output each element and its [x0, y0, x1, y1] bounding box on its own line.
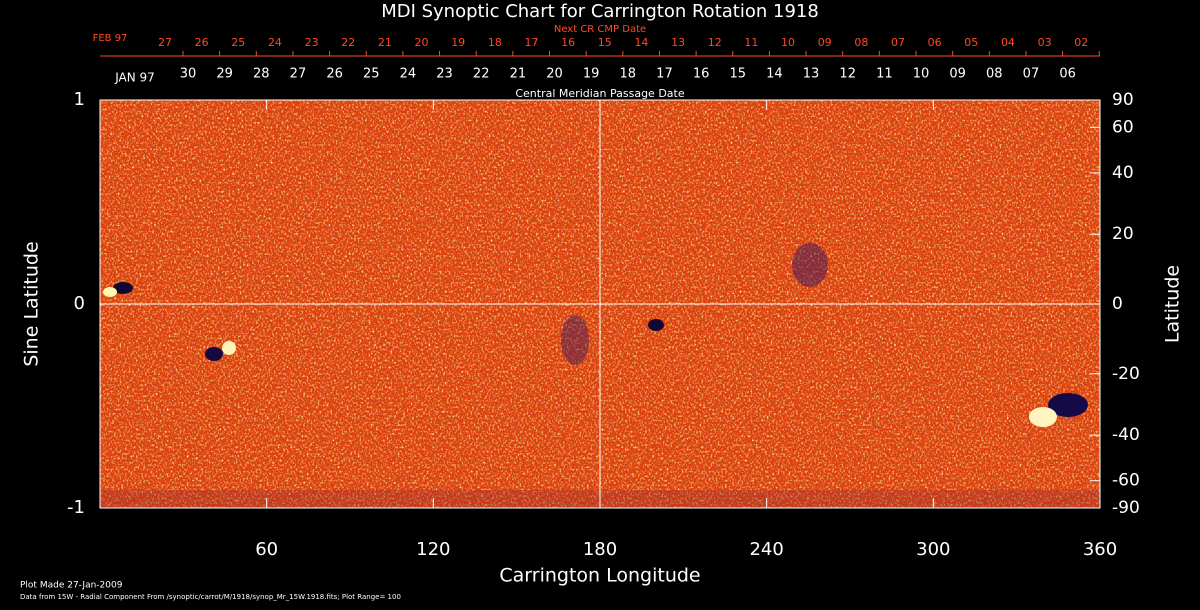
- cmp-date: 12: [839, 67, 856, 82]
- x-axis-label: Carrington Longitude: [499, 565, 700, 587]
- x-tick-label: 360: [1083, 539, 1117, 560]
- next-cr-date: 14: [634, 36, 648, 49]
- cmp-date: 29: [216, 67, 233, 82]
- y-tick-label: -1: [67, 497, 85, 518]
- cmp-date: 25: [363, 67, 380, 82]
- next-cr-date: 11: [744, 36, 758, 49]
- y-axis-label: Sine Latitude: [21, 241, 43, 366]
- cmp-date: 09: [949, 67, 966, 82]
- spot: [222, 341, 236, 355]
- cmp-date: 08: [986, 67, 1003, 82]
- cmp-date: 21: [510, 67, 527, 82]
- cmp-date: 06: [1059, 67, 1076, 82]
- next-cr-date: 02: [1074, 36, 1088, 49]
- next-cr-date: 04: [1001, 36, 1015, 49]
- next-cr-date: 19: [451, 36, 465, 49]
- cmp-date: 19: [583, 67, 600, 82]
- spot: [792, 243, 828, 287]
- next-cr-date: 07: [891, 36, 905, 49]
- cmp-month: JAN 97: [114, 71, 155, 85]
- y2-axis-label: Latitude: [1162, 265, 1184, 343]
- cmp-date: 23: [436, 67, 453, 82]
- next-cr-date: 22: [341, 36, 355, 49]
- y2-tick-label: -40: [1112, 425, 1140, 445]
- next-cr-date: 26: [195, 36, 209, 49]
- cmp-date: 28: [253, 67, 270, 82]
- next-cr-date: 20: [415, 36, 429, 49]
- next-cr-date: 10: [781, 36, 795, 49]
- cmp-date: 30: [180, 67, 197, 82]
- spot: [561, 315, 589, 365]
- data-source: Data from 15W - Radial Component From /s…: [20, 593, 401, 601]
- next-cr-date: 18: [488, 36, 502, 49]
- spot: [113, 282, 133, 294]
- cmp-date: 20: [546, 67, 563, 82]
- next-cr-date: 13: [671, 36, 685, 49]
- next-cr-date: 09: [818, 36, 832, 49]
- next-cr-date: 06: [928, 36, 942, 49]
- x-tick-label: 60: [255, 539, 278, 560]
- y2-tick-label: 20: [1112, 224, 1134, 244]
- spot: [205, 347, 223, 361]
- cmp-date: 17: [656, 67, 673, 82]
- y2-tick-label: 90: [1112, 90, 1134, 110]
- y2-tick-label: -60: [1112, 471, 1140, 491]
- next-cr-date: 08: [854, 36, 868, 49]
- y2-tick-label: 0: [1112, 294, 1123, 314]
- y-tick-label: 1: [74, 89, 85, 110]
- spot: [1029, 407, 1057, 427]
- next-cr-date: 16: [561, 36, 575, 49]
- y2-tick-label: -20: [1112, 364, 1140, 384]
- cmp-date: 07: [1023, 67, 1040, 82]
- cmp-date: 27: [290, 67, 307, 82]
- next-cr-date: 05: [964, 36, 978, 49]
- next-cr-date: 24: [268, 36, 282, 49]
- x-tick-label: 180: [583, 539, 617, 560]
- next-cr-date: 25: [231, 36, 245, 49]
- next-cr-date: 27: [158, 36, 172, 49]
- cmp-date: 14: [766, 67, 783, 82]
- chart-title: MDI Synoptic Chart for Carrington Rotati…: [381, 1, 819, 22]
- x-tick-label: 120: [416, 539, 450, 560]
- cmp-date: 24: [400, 67, 417, 82]
- plot-made: Plot Made 27-Jan-2009: [20, 581, 123, 591]
- next-cr-date: 21: [378, 36, 392, 49]
- y2-tick-label: -90: [1112, 498, 1140, 518]
- cmp-date: 13: [803, 67, 820, 82]
- spot: [648, 319, 664, 331]
- x-tick-label: 240: [749, 539, 783, 560]
- next-cr-date: 17: [525, 36, 539, 49]
- y2-tick-label: 40: [1112, 163, 1134, 183]
- cmp-date: 18: [620, 67, 637, 82]
- cmp-date: 26: [326, 67, 343, 82]
- x-tick-label: 300: [916, 539, 950, 560]
- active-regions: [103, 243, 1088, 427]
- y-tick-label: 0: [74, 293, 85, 314]
- spot: [103, 287, 117, 297]
- cmp-date: 16: [693, 67, 710, 82]
- spot: [1048, 393, 1088, 417]
- cmp-date: 11: [876, 67, 893, 82]
- cmp-date: 22: [473, 67, 490, 82]
- next-cr-month: FEB 97: [93, 33, 128, 44]
- next-cr-date: 15: [598, 36, 612, 49]
- cmp-date: 15: [729, 67, 746, 82]
- next-cr-date: 23: [305, 36, 319, 49]
- next-cr-axis-title: Next CR CMP Date: [554, 24, 646, 35]
- y2-tick-label: 60: [1112, 117, 1134, 137]
- next-cr-date: 03: [1038, 36, 1052, 49]
- cmp-axis-title: Central Meridian Passage Date: [515, 87, 684, 100]
- cmp-date: 10: [913, 67, 930, 82]
- next-cr-date: 12: [708, 36, 722, 49]
